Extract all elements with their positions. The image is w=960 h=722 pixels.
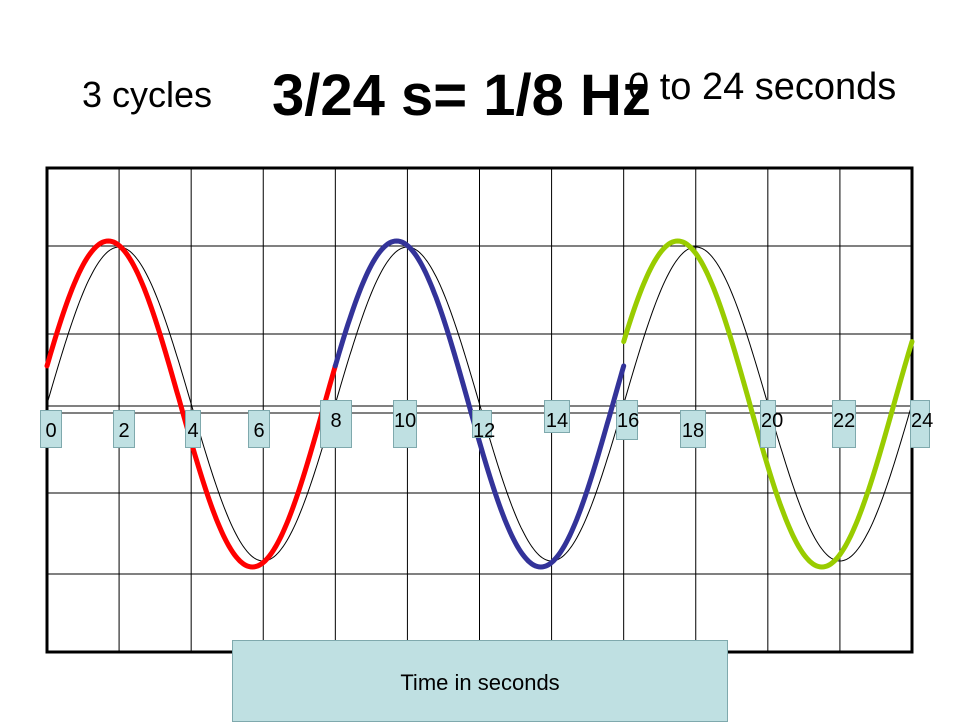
cycles-label: 3 cycles [82,74,213,115]
cycle-2-line [332,238,627,570]
frequency-formula: 3/24 s= 1/8 Hz [272,63,651,128]
tick-label-12: 12 [472,410,495,441]
tick-label-18: 18 [680,410,706,448]
tick-label-8: 8 [320,400,352,448]
cycle-3-line [621,238,915,570]
tick-label-16: 16 [616,400,639,440]
tick-label-24: 24 [910,400,933,448]
x-axis-label: Time in seconds [232,640,728,722]
tick-label-14: 14 [544,400,570,433]
tick-label-22: 22 [832,400,856,448]
tick-label-10: 10 [393,400,417,448]
tick-label-20: 20 [760,400,783,448]
tick-label-0: 0 [40,410,62,448]
time-range-label: 0 to 24 seconds [628,66,897,108]
tick-label-2: 2 [113,410,135,448]
tick-label-6: 6 [248,410,270,448]
tick-label-4: 4 [185,410,201,448]
